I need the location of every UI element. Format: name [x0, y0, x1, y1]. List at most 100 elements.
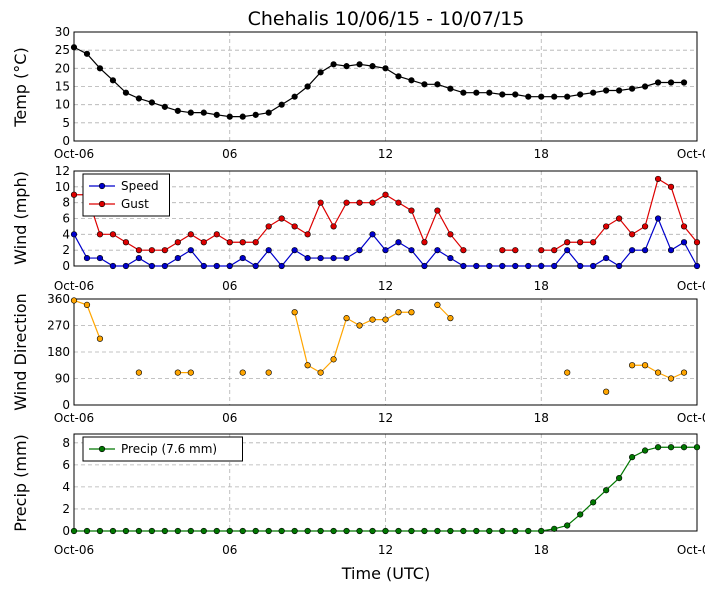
data-point — [538, 527, 545, 535]
x-tick-label: Oct-06 — [54, 147, 94, 161]
data-point — [512, 91, 519, 98]
data-point — [239, 369, 246, 376]
data-point — [447, 85, 454, 92]
data-point — [577, 239, 584, 246]
data-point — [148, 262, 155, 270]
data-point — [551, 525, 558, 532]
data-point — [356, 61, 363, 68]
data-point — [603, 254, 610, 262]
data-point — [265, 109, 272, 116]
data-point — [278, 215, 285, 222]
data-point — [421, 81, 428, 88]
data-point — [291, 309, 298, 316]
data-point — [187, 369, 194, 376]
data-point — [122, 527, 130, 535]
data-point — [538, 93, 545, 100]
data-point — [693, 262, 701, 270]
y-tick-label: 25 — [55, 43, 70, 57]
data-point — [382, 191, 389, 198]
y-tick-label: 2 — [62, 243, 70, 257]
data-point — [680, 79, 688, 86]
data-point — [265, 369, 272, 376]
x-tick-label: 06 — [222, 147, 237, 161]
data-point — [395, 239, 402, 246]
series-line — [294, 311, 412, 374]
data-point — [356, 199, 363, 206]
data-point — [369, 316, 376, 323]
data-point — [161, 103, 168, 110]
data-point — [356, 247, 363, 254]
x-tick-label: Oct-06 — [54, 279, 94, 293]
y-tick-label: 4 — [62, 227, 70, 241]
data-point — [434, 527, 441, 535]
x-axis-label: Time (UTC) — [341, 564, 430, 583]
data-point — [603, 388, 610, 395]
y-tick-label: 0 — [62, 134, 70, 148]
data-point — [680, 239, 688, 246]
y-tick-label: 0 — [62, 524, 70, 538]
y-axis-label: Wind (mph) — [11, 171, 30, 265]
data-point — [525, 262, 532, 270]
data-point — [369, 527, 376, 535]
data-point — [187, 231, 194, 238]
data-point — [447, 527, 454, 535]
data-point — [83, 254, 91, 262]
data-point — [174, 369, 181, 376]
data-point — [369, 231, 376, 238]
data-point — [564, 369, 571, 376]
data-point — [135, 254, 142, 262]
data-point — [96, 527, 104, 535]
data-point — [395, 199, 402, 206]
data-point — [667, 183, 675, 190]
y-tick-label: 180 — [47, 345, 70, 359]
panels: 051015202530Oct-06061218Oct-07061218Temp… — [11, 25, 705, 557]
data-point — [408, 247, 415, 254]
data-point — [512, 527, 519, 535]
data-point — [317, 69, 324, 76]
data-point — [148, 99, 155, 106]
data-point — [304, 362, 311, 369]
y-tick-label: 6 — [62, 212, 70, 226]
data-point — [343, 63, 350, 70]
data-point — [460, 262, 467, 270]
data-point — [408, 77, 415, 84]
data-point — [265, 223, 272, 230]
data-point — [252, 239, 259, 246]
y-tick-label: 0 — [62, 259, 70, 273]
data-point — [161, 262, 168, 270]
data-point — [551, 262, 558, 270]
y-tick-label: 2 — [62, 502, 70, 516]
y-tick-label: 6 — [62, 458, 70, 472]
data-point — [148, 527, 155, 535]
data-point — [239, 239, 246, 246]
data-point — [174, 527, 181, 535]
data-point — [161, 247, 168, 254]
data-point — [667, 247, 675, 254]
axes-frame — [73, 31, 698, 142]
data-point — [680, 369, 688, 376]
data-point — [304, 527, 311, 535]
data-point — [200, 262, 207, 270]
data-point — [421, 239, 428, 246]
data-point — [369, 63, 376, 70]
x-tick-label: 06 — [222, 279, 237, 293]
data-point — [343, 254, 350, 262]
y-tick-label: 15 — [55, 80, 70, 94]
data-point — [265, 247, 272, 254]
y-tick-label: 10 — [55, 98, 70, 112]
data-point — [603, 87, 610, 94]
data-point — [369, 199, 376, 206]
data-point — [590, 239, 597, 246]
legend-swatch-marker — [98, 200, 106, 208]
data-point — [577, 511, 584, 518]
legend-entry: Gust — [121, 197, 149, 211]
y-tick-label: 0 — [62, 398, 70, 412]
data-point — [122, 239, 130, 246]
data-point — [603, 223, 610, 230]
data-point — [317, 527, 324, 535]
data-point — [122, 262, 130, 270]
data-point — [135, 369, 142, 376]
data-point — [330, 61, 337, 68]
data-point — [447, 254, 454, 262]
